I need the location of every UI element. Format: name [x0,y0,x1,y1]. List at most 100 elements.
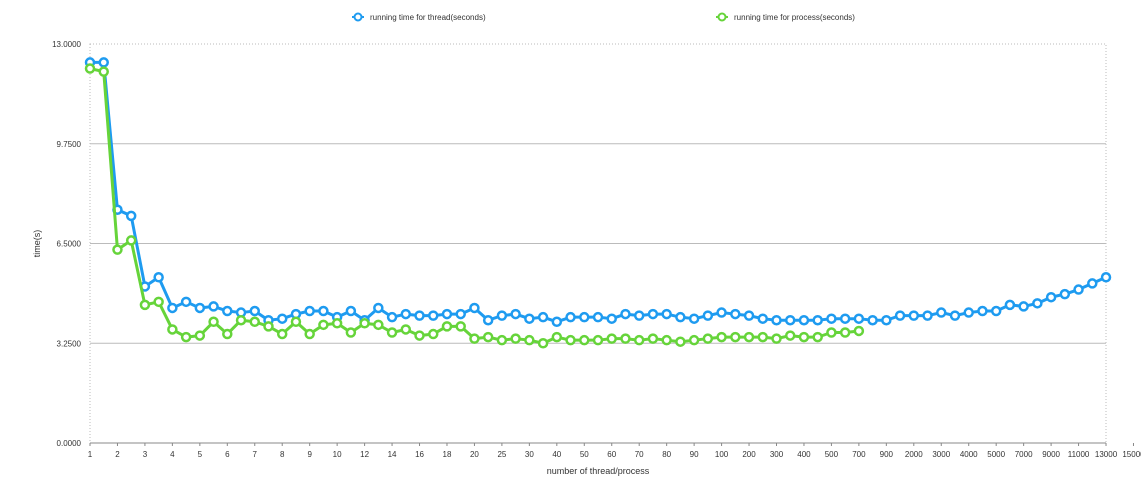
data-point [1100,272,1112,283]
data-point [633,334,645,346]
data-point [125,210,137,222]
data-point [386,327,398,338]
data-point [249,305,261,317]
data-point [112,244,123,255]
data-point [743,331,755,343]
data-point [304,305,315,317]
x-tick-label: 300 [770,450,784,459]
data-point [180,331,192,343]
data-point [455,321,466,332]
data-point [743,310,755,321]
y-tick-label: 0.0000 [57,439,82,448]
data-point [839,327,851,338]
data-point [716,331,727,343]
data-point [592,334,604,346]
x-tick-label: 100 [715,450,729,459]
data-point [290,316,302,328]
data-point [98,66,109,77]
legend-swatch-marker [717,12,727,22]
x-tick-label: 900 [880,450,894,459]
data-point [551,316,563,328]
data-point [702,310,714,321]
data-point [428,328,439,340]
data-point [510,333,521,344]
data-point [276,328,288,340]
data-point [208,316,219,328]
data-point [373,319,384,331]
y-tick-label: 9.7500 [57,140,82,149]
data-point [167,324,178,335]
x-tick-label: 30 [525,450,534,459]
data-point [730,331,741,343]
data-point [469,333,480,344]
series-process [84,63,865,349]
data-point [524,334,535,346]
data-point [263,321,274,332]
data-point [881,314,892,326]
data-point [551,331,563,343]
x-tick-label: 7000 [1015,450,1033,459]
data-point [894,310,906,321]
data-point [922,310,933,321]
data-point [757,313,769,324]
plot-area [84,57,1112,349]
y-tick-label: 13.0000 [52,40,81,49]
data-point [276,313,288,324]
data-point [661,334,672,346]
x-tick-label: 16 [415,450,424,459]
data-point [414,310,425,321]
x-tick-label: 3000 [932,450,950,459]
data-point [400,324,412,335]
y-tick-label: 3.2500 [57,339,82,348]
data-point [592,311,604,323]
data-point [537,311,549,323]
data-point [455,308,466,320]
data-point [153,272,164,283]
x-tick-label: 4000 [960,450,978,459]
x-axis-ticks: 1 2 3 4 5 6 7 8 9 10 12 14 16 18 20 25 30 40 50 60 70 80 90 100… [88,443,1141,459]
data-point [633,310,645,321]
data-point [675,311,686,323]
data-point [757,331,769,343]
data-point [702,333,714,344]
x-tick-label: 70 [635,450,644,459]
x-tick-label: 13000 [1095,450,1118,459]
data-point [345,327,357,338]
gridlines [89,43,1107,444]
legend-item-process: running time for process(seconds) [716,12,855,22]
data-point [537,338,549,349]
legend-swatch-marker [353,12,363,22]
data-point [647,333,659,344]
data-point [331,318,343,329]
series-line-thread [90,60,1107,324]
data-point [386,311,398,323]
x-tick-label: 50 [580,450,589,459]
data-point [194,302,206,314]
x-axis-label: number of thread/process [547,466,650,476]
x-tick-label: 2 [115,450,120,459]
data-point [524,313,535,324]
x-tick-label: 15000 [1122,450,1141,459]
x-tick-label: 7 [253,450,258,459]
y-axis-ticks: 0.0000 3.2500 6.5000 9.7500 13.0000 [52,40,81,448]
legend-item-thread: running time for thread(seconds) [352,12,486,22]
x-tick-label: 4 [170,450,175,459]
x-tick-label: 9 [307,450,312,459]
data-point [908,310,920,321]
x-tick-label: 200 [742,450,756,459]
data-point [977,305,988,317]
data-point [1018,301,1029,312]
series-thread [84,57,1112,328]
x-tick-label: 20 [470,450,479,459]
data-point [990,305,1002,317]
series-line-process [89,67,860,345]
x-tick-label: 1 [88,450,93,459]
data-point [826,313,837,324]
data-point [784,330,796,341]
x-tick-label: 9000 [1042,450,1060,459]
data-point [496,334,508,346]
x-tick-label: 14 [388,450,397,459]
x-tick-label: 5000 [987,450,1005,459]
x-tick-label: 25 [497,450,506,459]
